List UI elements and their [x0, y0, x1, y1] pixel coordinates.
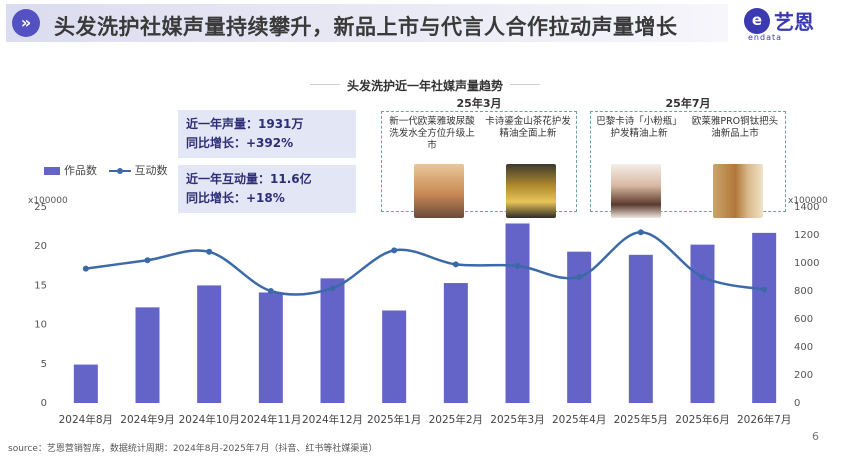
x-tick-label: 2026年7月 — [737, 413, 791, 426]
x-axis: 2024年8月 2024年9月 2024年10月 2024年11月 2024年12月 20… — [59, 413, 792, 426]
left-tick-label: 15 — [34, 280, 47, 291]
bar-series — [73, 223, 777, 403]
left-tick-label: 25 — [34, 202, 47, 213]
right-tick-label: 400 — [794, 342, 813, 353]
legend-line-swatch — [108, 168, 131, 174]
bar-5 — [320, 278, 345, 403]
right-tick-label: 200 — [794, 370, 813, 381]
page-number: 6 — [812, 430, 819, 443]
double-chevron-icon: » — [12, 9, 40, 37]
product-image-brand-pro — [713, 164, 763, 218]
source-note: source：艺恩营销智库，数据统计周期：2024年8月-2025年7月（抖音、… — [8, 444, 378, 454]
annotation-july-title: 25年7月 — [665, 97, 711, 110]
x-tick-label: 2025年2月 — [429, 413, 483, 426]
annotation-march: 25年3月 新一代欧莱雅玻尿酸洗发水全方位升级上市 卡诗鎏金山茶花护发精油全面上… — [381, 97, 577, 218]
product-image-spokesperson — [611, 164, 661, 218]
x-tick-label: 2024年10月 — [179, 413, 240, 426]
line-point-6 — [391, 247, 398, 254]
annotation-march-item-1: 新一代欧莱雅玻尿酸洗发水全方位升级上市 — [389, 116, 475, 151]
annotation-march-title: 25年3月 — [456, 97, 502, 110]
line-series — [82, 229, 768, 296]
volume-growth-stat: 同比增长：+392% — [186, 136, 294, 150]
left-tick-label: 20 — [34, 241, 47, 252]
x-tick-label: 2024年8月 — [59, 413, 113, 426]
left-tick-label: 10 — [34, 320, 47, 331]
line-point-1 — [82, 265, 89, 272]
bar-2 — [135, 307, 160, 403]
interaction-line — [85, 230, 765, 296]
x-tick-label: 2024年11月 — [240, 413, 301, 426]
right-tick-label: 1000 — [794, 258, 819, 269]
line-point-2 — [144, 257, 151, 264]
interaction-growth-stat: 同比增长：+18% — [186, 191, 285, 205]
annotation-march-item-2: 卡诗鎏金山茶花护发精油全面上新 — [485, 116, 571, 139]
bar-1 — [73, 364, 98, 403]
page-title: 头发洗护社媒声量持续攀升，新品上市与代言人合作拉动声量增长 — [54, 15, 678, 39]
title-rule-left — [310, 84, 340, 85]
bar-8 — [505, 223, 530, 403]
line-point-10 — [637, 229, 644, 236]
bar-12 — [752, 232, 777, 403]
bar-11 — [690, 244, 715, 403]
chart-title: 头发洗护近一年社媒声量趋势 — [346, 79, 503, 93]
line-point-12 — [761, 286, 768, 293]
header-banner — [6, 4, 728, 42]
bar-4 — [258, 292, 283, 403]
right-tick-label: 600 — [794, 314, 813, 325]
left-tick-label: 0 — [41, 398, 47, 409]
legend-line-label: 互动数 — [134, 164, 168, 177]
volume-stat-box: 近一年声量：1931万 同比增长：+392% — [178, 110, 356, 158]
line-point-8 — [514, 262, 521, 269]
left-axis: 0 5 10 15 20 25 — [34, 202, 47, 409]
line-point-4 — [267, 288, 274, 294]
bar-6 — [382, 310, 407, 403]
product-image-oil-bottle — [506, 164, 556, 218]
left-tick-label: 5 — [41, 359, 47, 370]
logo-subtext: endata — [748, 33, 783, 42]
header: » 头发洗护社媒声量持续攀升，新品上市与代言人合作拉动声量增长 e 艺恩 end… — [0, 0, 850, 46]
line-point-5 — [329, 285, 336, 292]
interaction-stat: 近一年互动量：11.6亿 — [186, 172, 312, 186]
product-image-hair-models — [414, 164, 464, 218]
x-tick-label: 2025年4月 — [552, 413, 606, 426]
line-point-11 — [699, 274, 706, 280]
left-axis-unit: x100000 — [28, 196, 68, 206]
x-tick-label: 2025年1月 — [367, 413, 421, 426]
chart-legend: 作品数 互动数 — [44, 162, 168, 178]
annotation-july-item-1: 巴黎卡诗「小粉瓶」护发精油上新 — [596, 116, 682, 139]
legend-bar-label: 作品数 — [64, 164, 97, 177]
annotation-july-item-2: 欧莱雅PRO铜钛把头油新品上市 — [691, 116, 779, 139]
right-tick-label: 0 — [794, 398, 800, 409]
right-axis: 0 200 400 600 800 1000 1200 1400 — [794, 202, 819, 409]
bar-10 — [628, 254, 653, 403]
right-axis-unit: x100000 — [788, 196, 828, 206]
logo-text: 艺恩 — [774, 10, 814, 34]
bar-3 — [197, 285, 222, 403]
x-tick-label: 2024年9月 — [120, 413, 174, 426]
right-tick-label: 1200 — [794, 230, 819, 241]
line-point-7 — [452, 261, 459, 268]
x-tick-label: 2025年3月 — [490, 413, 544, 426]
x-tick-label: 2025年5月 — [614, 413, 668, 426]
bar-7 — [443, 283, 468, 403]
endata-logo: e 艺恩 endata — [744, 6, 844, 42]
right-tick-label: 800 — [794, 286, 813, 297]
line-point-3 — [206, 248, 213, 255]
right-tick-label: 1400 — [794, 202, 819, 213]
volume-stat: 近一年声量：1931万 — [186, 117, 304, 131]
x-tick-label: 2025年6月 — [675, 413, 729, 426]
logo-mark-icon: e — [744, 8, 770, 34]
line-point-9 — [576, 274, 583, 280]
title-rule-right — [510, 84, 540, 85]
interaction-stat-box: 近一年互动量：11.6亿 同比增长：+18% — [178, 165, 356, 213]
annotation-july: 25年7月 巴黎卡诗「小粉瓶」护发精油上新 欧莱雅PRO铜钛把头油新品上市 — [590, 97, 786, 218]
legend-bar-swatch — [44, 167, 60, 175]
x-tick-label: 2024年12月 — [302, 413, 363, 426]
